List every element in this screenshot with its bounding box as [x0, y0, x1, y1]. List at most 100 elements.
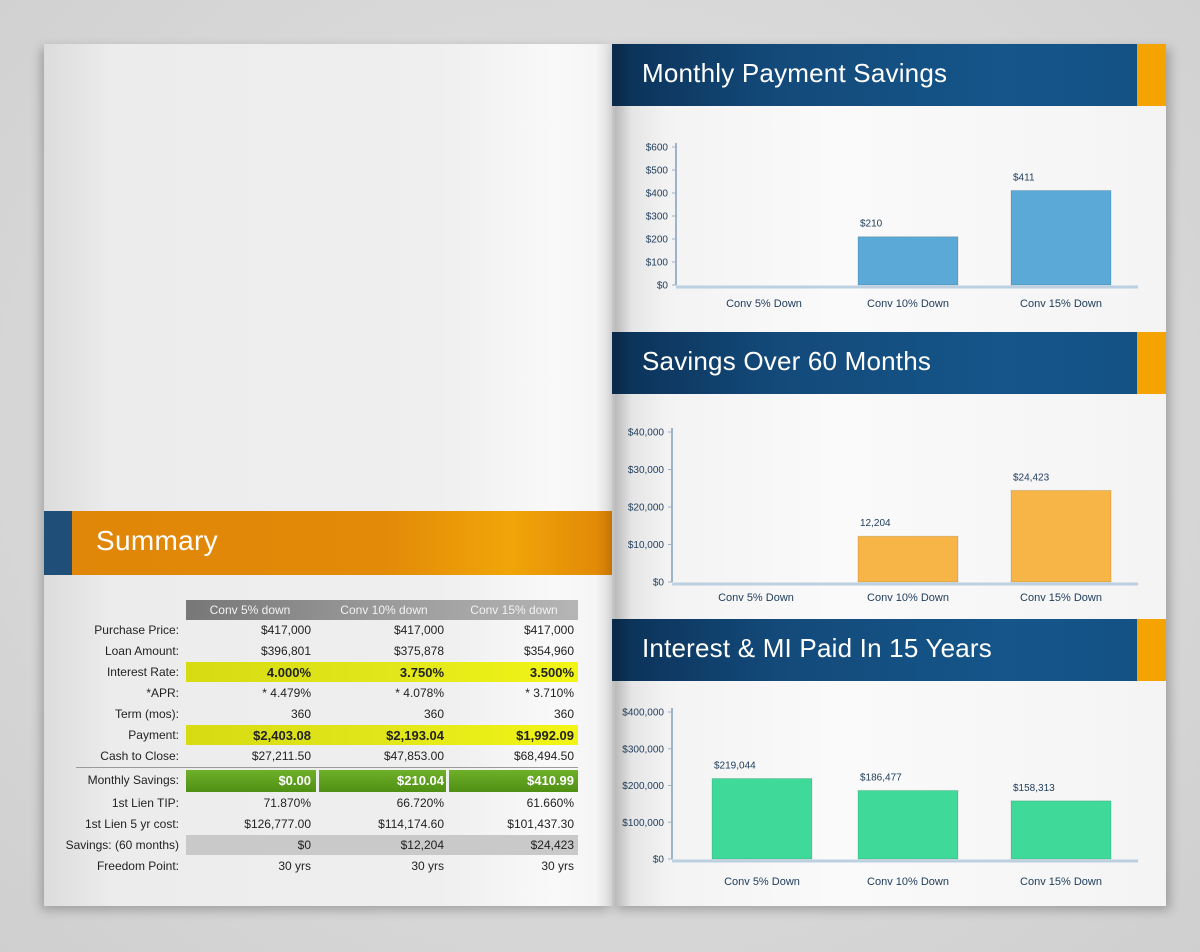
section-banner-accent: [1137, 44, 1166, 106]
cell: 4.000%: [266, 665, 311, 680]
cell: $2,193.04: [386, 728, 444, 743]
summary-title: Summary: [96, 525, 218, 556]
cell: 30 yrs: [541, 859, 574, 873]
data-label: $411: [1013, 172, 1035, 183]
table-row: Purchase Price: $417,000 $417,000 $417,0…: [44, 620, 612, 640]
bar: [711, 778, 813, 860]
section-title: Interest & MI Paid In 15 Years: [642, 633, 992, 663]
chart-svg: $0 $100 $200 $300 $400 $500 $600 Conv 5% Down $2…: [646, 143, 1138, 310]
y-tick-label: $0: [653, 578, 665, 589]
section-banner: Monthly Payment Savings: [612, 44, 1166, 106]
column-header: Conv 15% down: [470, 603, 558, 617]
table-row: *APR: * 4.479% * 4.078% * 3.710%: [44, 683, 612, 703]
column-header: Conv 5% down: [209, 603, 291, 617]
row-label: Interest Rate:: [106, 665, 179, 679]
row-label: Cash to Close:: [100, 749, 179, 763]
cell: $27,211.50: [251, 749, 311, 763]
cell: 61.660%: [526, 796, 574, 810]
y-tick-label: $300,000: [622, 744, 664, 755]
y-tick-label: $400,000: [622, 708, 664, 719]
y-tick-label: $0: [657, 281, 669, 292]
cell: $396,801: [260, 644, 311, 658]
table-row: Payment: $2,403.08 $2,193.04 $1,992.09: [44, 725, 612, 745]
data-label: $158,313: [1013, 783, 1055, 794]
table-row: Term (mos): 360 360 360: [44, 704, 612, 724]
cell: $47,853.00: [383, 749, 444, 763]
category-label: Conv 15% Down: [1020, 876, 1102, 888]
table-row: 1st Lien 5 yr cost: $126,777.00 $114,174…: [44, 814, 612, 834]
data-label: $219,044: [714, 761, 756, 772]
cell: 66.720%: [396, 796, 444, 810]
row-highlight: [186, 835, 578, 855]
table-divider: [76, 767, 578, 768]
cell: $210.04: [397, 773, 444, 788]
bar: [857, 236, 959, 286]
row-label: Purchase Price:: [94, 623, 179, 637]
cell: * 3.710%: [525, 686, 574, 700]
y-tick-label: $600: [646, 143, 669, 154]
row-label: 1st Lien TIP:: [111, 796, 179, 810]
summary-banner-accent: [44, 511, 72, 575]
row-highlight: [186, 662, 578, 682]
cell: $417,000: [523, 623, 574, 637]
row-highlight: [449, 770, 578, 792]
table-row: 1st Lien TIP: 71.870% 66.720% 61.660%: [44, 793, 612, 813]
left-page: Summary Conv 5% down Conv 10% down Conv …: [44, 44, 612, 906]
bar: [857, 789, 959, 860]
chart-svg: $0 $100,000 $200,000 $300,000 $400,000 $219,0…: [622, 708, 1138, 888]
cell: $410.99: [527, 773, 574, 788]
data-label: $210: [860, 219, 883, 230]
category-label: Conv 15% Down: [1020, 592, 1102, 604]
cell: 30 yrs: [278, 859, 311, 873]
row-label: Monthly Savings:: [87, 773, 179, 787]
row-highlight: [186, 770, 316, 792]
section-banner-accent: [1137, 619, 1166, 681]
cell: $417,000: [393, 623, 444, 637]
cell: 30 yrs: [411, 859, 444, 873]
cell: $354,960: [523, 644, 574, 658]
data-label: 12,204: [860, 518, 891, 529]
cell: 360: [290, 707, 311, 721]
row-highlight: [186, 725, 578, 745]
cell: $1,992.09: [516, 728, 574, 743]
table-row: Loan Amount: $396,801 $375,878 $354,960: [44, 641, 612, 661]
bar-chart-interest-mi: $0 $100,000 $200,000 $300,000 $400,000 $219,0…: [612, 694, 1166, 900]
right-page: Monthly Payment Savings $0 $100 $200 $300 $4…: [612, 44, 1166, 906]
cell: $68,494.50: [513, 749, 574, 763]
cell: 3.500%: [529, 665, 574, 680]
table-row: Freedom Point: 30 yrs 30 yrs 30 yrs: [44, 856, 612, 876]
table-row: Interest Rate: 4.000% 3.750% 3.500%: [44, 662, 612, 682]
row-label: Freedom Point:: [96, 859, 179, 873]
bar: [1010, 489, 1112, 583]
category-label: Conv 15% Down: [1020, 298, 1102, 310]
bar-chart-60-month-savings: $0 $10,000 $20,000 $30,000 $40,000 Conv 5% Do…: [612, 416, 1166, 608]
table-row: Monthly Savings: $0.00 $210.04 $410.99: [44, 770, 612, 792]
cell: $12,204: [400, 838, 444, 852]
cell: $101,437.30: [507, 817, 574, 831]
section-banner: Interest & MI Paid In 15 Years: [612, 619, 1166, 681]
cell: $0.00: [278, 773, 311, 788]
y-tick-label: $100: [646, 258, 669, 269]
cell: * 4.479%: [262, 686, 311, 700]
row-label: 1st Lien 5 yr cost:: [84, 817, 179, 831]
row-label: *APR:: [146, 686, 179, 700]
cell: 3.750%: [399, 665, 444, 680]
bar: [1010, 189, 1112, 286]
row-label: Savings: (60 months): [65, 838, 179, 852]
data-label: $186,477: [860, 772, 902, 783]
cell: $375,878: [393, 644, 444, 658]
row-highlight: [319, 770, 446, 792]
cell: $126,777.00: [244, 817, 311, 831]
cell: $0: [297, 838, 311, 852]
bar-chart-monthly-savings: $0 $100 $200 $300 $400 $500 $600 Conv 5% Down $2…: [612, 132, 1166, 318]
category-label: Conv 5% Down: [724, 876, 800, 888]
chart-svg: $0 $10,000 $20,000 $30,000 $40,000 Conv 5% Do…: [628, 428, 1138, 604]
row-label: Term (mos):: [115, 707, 179, 721]
cell: 360: [423, 707, 444, 721]
category-label: Conv 10% Down: [867, 592, 949, 604]
cell: $24,423: [530, 838, 574, 852]
data-label: $24,423: [1013, 472, 1050, 483]
category-label: Conv 5% Down: [726, 298, 802, 310]
y-tick-label: $10,000: [628, 540, 665, 551]
y-tick-label: $500: [646, 166, 669, 177]
